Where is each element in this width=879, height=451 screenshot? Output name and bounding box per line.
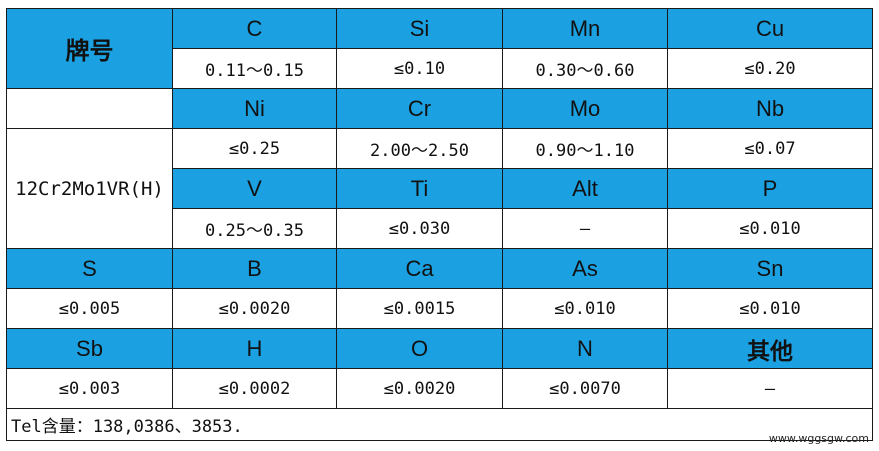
element-header: O (336, 328, 503, 369)
table-row: V Ti Alt P (7, 168, 873, 209)
brand-header: 牌号 (6, 8, 173, 89)
composition-table: 牌号 C Si Mn Cu 0.11～0.15 ≤0.10 0.30～0.60 … (6, 8, 873, 441)
element-header: Sb (6, 328, 173, 369)
grade-spacer (6, 88, 173, 129)
element-header: Mo (502, 88, 668, 129)
element-value: ≤0.010 (667, 208, 873, 249)
element-value: 0.30～0.60 (502, 48, 668, 89)
element-value: ≤0.003 (6, 368, 173, 409)
watermark: www.wggsgw.com (768, 432, 869, 445)
table-row: 0.25～0.35 ≤0.030 — ≤0.010 (7, 208, 873, 249)
element-header: Sn (667, 248, 873, 289)
element-value: 2.00～2.50 (336, 128, 503, 169)
table-row: Tel含量：138,0386、3853. (6, 408, 873, 441)
element-header: V (172, 168, 337, 209)
table-row: ≤0.005 ≤0.0020 ≤0.0015 ≤0.010 ≤0.010 (6, 288, 873, 329)
table-row: S B Ca As Sn (6, 248, 873, 289)
element-value: ≤0.0020 (172, 288, 337, 329)
table-row: ≤0.003 ≤0.0002 ≤0.0020 ≤0.0070 — (6, 368, 873, 409)
element-header: Mn (502, 8, 668, 49)
element-value: ≤0.0015 (336, 288, 503, 329)
element-value: ≤0.010 (502, 288, 668, 329)
other-header: 其他 (667, 328, 873, 369)
element-header: S (6, 248, 173, 289)
element-header: C (172, 8, 337, 49)
element-header: Cr (336, 88, 503, 129)
table-row: 0.11～0.15 ≤0.10 0.30～0.60 ≤0.20 (7, 48, 873, 89)
element-value: — (502, 208, 668, 249)
table-row: Ni Cr Mo Nb (6, 88, 873, 129)
element-header: Alt (502, 168, 668, 209)
element-header: As (502, 248, 668, 289)
element-value: ≤0.0020 (336, 368, 503, 409)
element-value: ≤0.20 (667, 48, 873, 89)
table-row: Sb H O N 其他 (6, 328, 873, 369)
element-header: N (502, 328, 668, 369)
table-row: 牌号 C Si Mn Cu (6, 8, 873, 89)
note-text: Tel含量：138,0386、3853. (6, 408, 873, 441)
element-header: Cu (667, 8, 873, 49)
element-value: ≤0.25 (172, 128, 337, 169)
element-header: B (172, 248, 337, 289)
element-value: ≤0.030 (336, 208, 503, 249)
grade-cell: 12Cr2Mo1VR(H) (6, 128, 173, 249)
element-value: 0.25～0.35 (172, 208, 337, 249)
element-value: ≤0.10 (336, 48, 503, 89)
element-value: ≤0.005 (6, 288, 173, 329)
element-value: ≤0.0070 (502, 368, 668, 409)
element-value: ≤0.07 (667, 128, 873, 169)
element-header: Ni (172, 88, 337, 129)
element-header: Nb (667, 88, 873, 129)
element-header: Ti (336, 168, 503, 209)
element-value: 0.11～0.15 (172, 48, 337, 89)
element-header: H (172, 328, 337, 369)
element-header: Si (336, 8, 503, 49)
table-row: 12Cr2Mo1VR(H) ≤0.25 2.00～2.50 0.90～1.10 … (6, 128, 873, 249)
element-header: P (667, 168, 873, 209)
element-value: ≤0.010 (667, 288, 873, 329)
element-value: 0.90～1.10 (502, 128, 668, 169)
element-value: ≤0.0002 (172, 368, 337, 409)
element-header: Ca (336, 248, 503, 289)
element-value: — (667, 368, 873, 409)
